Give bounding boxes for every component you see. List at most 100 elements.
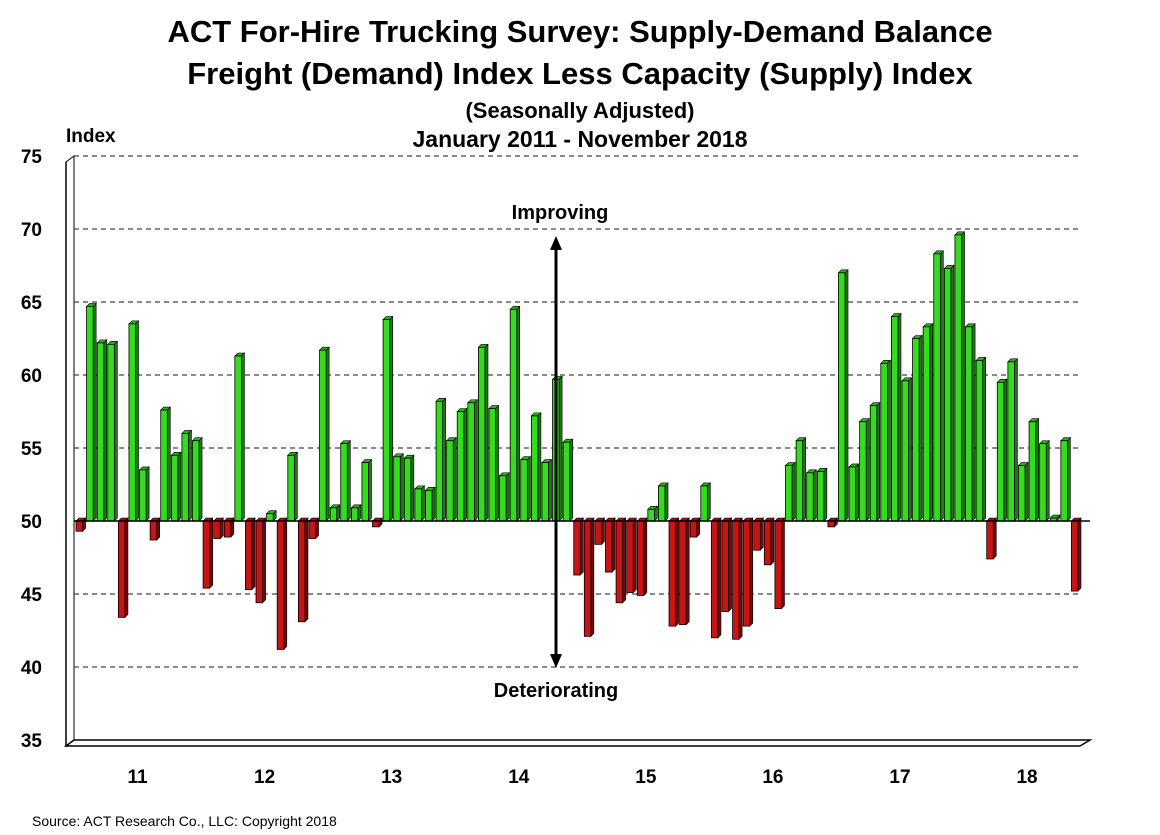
bar-face bbox=[520, 459, 528, 522]
bar-2013-11 bbox=[435, 397, 447, 522]
bar-face bbox=[446, 440, 454, 522]
bar-face bbox=[266, 513, 274, 522]
bar-side bbox=[855, 463, 859, 522]
bar-face bbox=[170, 454, 179, 522]
bar-2016-09 bbox=[795, 436, 807, 522]
bar-2015-10 bbox=[678, 517, 690, 626]
bar-side bbox=[707, 482, 711, 522]
bar-2014-02 bbox=[467, 399, 479, 522]
bar-face bbox=[795, 440, 804, 522]
bar-face bbox=[700, 485, 708, 522]
bar-face bbox=[86, 305, 94, 522]
bar-face bbox=[827, 520, 835, 528]
bar-side bbox=[166, 406, 171, 522]
bar-face bbox=[202, 520, 211, 589]
bar-side bbox=[241, 352, 245, 522]
bar-2013-08 bbox=[403, 454, 415, 522]
bar-2011-07 bbox=[138, 466, 150, 522]
bar-side bbox=[124, 517, 129, 619]
bar-side bbox=[664, 482, 669, 522]
bar-side bbox=[908, 377, 912, 522]
bar-2014-06 bbox=[509, 305, 521, 522]
bar-side bbox=[918, 334, 923, 522]
bar-side bbox=[114, 340, 118, 522]
bar-side bbox=[188, 429, 192, 522]
deteriorating-label: Deteriorating bbox=[494, 680, 618, 702]
bar-side bbox=[484, 343, 489, 522]
bar-side bbox=[1035, 417, 1039, 522]
bar-face bbox=[668, 520, 676, 627]
bar-2012-10 bbox=[297, 517, 309, 623]
bar-side bbox=[632, 517, 637, 594]
bar-2011-06 bbox=[128, 320, 140, 522]
bar-face bbox=[329, 507, 338, 522]
bar-face bbox=[456, 411, 465, 522]
y-tick-label: 70 bbox=[21, 220, 42, 241]
chart-note: (Seasonally Adjusted) bbox=[465, 98, 695, 123]
bar-face bbox=[213, 520, 221, 539]
bar-side bbox=[92, 302, 97, 522]
bar-side bbox=[527, 455, 531, 522]
bar-side bbox=[1014, 358, 1018, 522]
bar-2014-07 bbox=[520, 455, 532, 522]
bar-side bbox=[505, 472, 510, 522]
chart-title: ACT For-Hire Trucking Survey: Supply-Dem… bbox=[167, 14, 993, 49]
bar-face bbox=[297, 520, 306, 623]
bar-2013-06 bbox=[382, 315, 394, 522]
bar-face bbox=[891, 316, 899, 522]
bar-face bbox=[943, 268, 952, 522]
bar-face bbox=[880, 362, 888, 522]
bar-face bbox=[774, 520, 782, 609]
bar-2018-03 bbox=[985, 517, 997, 560]
bar-2014-08 bbox=[530, 412, 542, 522]
bar-face bbox=[1018, 465, 1026, 522]
bar-face bbox=[128, 323, 136, 522]
bar-2016-03 bbox=[731, 517, 743, 640]
bar-2016-08 bbox=[784, 461, 796, 522]
bar-face bbox=[403, 457, 412, 522]
bar-face bbox=[245, 520, 253, 591]
bar-2013-02 bbox=[340, 439, 352, 522]
bar-side bbox=[569, 438, 573, 522]
bar-face bbox=[255, 520, 263, 604]
bar-2017-02 bbox=[848, 463, 860, 522]
bar-2018-04 bbox=[996, 378, 1008, 522]
bar-2018-05 bbox=[1007, 358, 1019, 522]
bar-side bbox=[760, 517, 764, 551]
bar-face bbox=[922, 326, 931, 522]
bar-side bbox=[1067, 436, 1071, 522]
bar-2015-02 bbox=[594, 517, 606, 546]
bar-2016-10 bbox=[805, 469, 817, 522]
bar-side bbox=[325, 346, 330, 522]
bar-2014-04 bbox=[488, 404, 500, 522]
bar-2017-10 bbox=[933, 250, 945, 522]
bar-face bbox=[1071, 520, 1079, 592]
bar-face bbox=[933, 253, 941, 522]
bar-face bbox=[975, 359, 984, 522]
bar-side bbox=[675, 517, 679, 627]
bar-side bbox=[940, 250, 944, 522]
bar-2015-08 bbox=[657, 482, 669, 522]
bar-side bbox=[198, 436, 203, 522]
y-tick-label: 75 bbox=[21, 147, 43, 168]
bar-face bbox=[425, 489, 433, 522]
bar-2014-03 bbox=[477, 343, 489, 522]
bar-side bbox=[410, 454, 415, 522]
x-tick-label: 14 bbox=[508, 767, 530, 788]
bar-side bbox=[1077, 517, 1082, 592]
bar-2017-03 bbox=[858, 417, 870, 522]
bar-side bbox=[368, 458, 372, 522]
bar-2011-11 bbox=[181, 429, 193, 522]
bar-face bbox=[319, 349, 327, 522]
bar-2011-03 bbox=[96, 339, 108, 522]
bar-2017-09 bbox=[922, 323, 934, 522]
bar-2017-01 bbox=[837, 269, 849, 522]
x-tick-label: 17 bbox=[889, 767, 910, 788]
bar-2014-01 bbox=[456, 407, 468, 522]
bar-face bbox=[361, 462, 369, 522]
bar-2012-05 bbox=[244, 517, 256, 591]
bar-side bbox=[876, 401, 881, 522]
bar-face bbox=[721, 520, 729, 612]
bar-side bbox=[590, 517, 595, 638]
bar-side bbox=[982, 356, 986, 522]
